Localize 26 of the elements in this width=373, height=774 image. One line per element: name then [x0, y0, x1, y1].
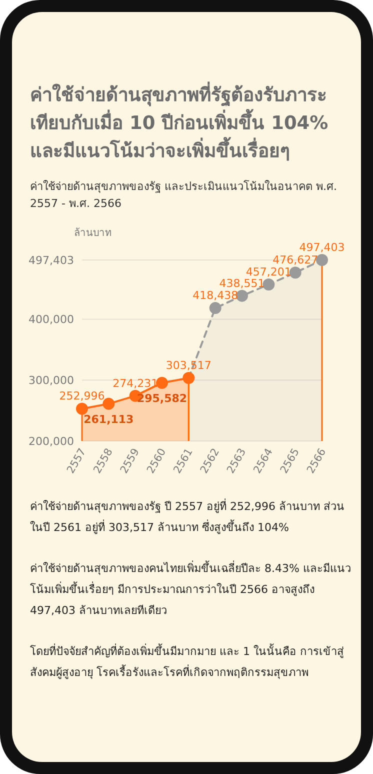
y-tick-label: 300,000 — [28, 374, 74, 387]
point — [182, 372, 195, 384]
data-label: 261,113 — [84, 412, 134, 426]
y-tick-label: 497,403 — [28, 254, 74, 267]
data-label: 303,517 — [166, 359, 212, 372]
point — [262, 278, 275, 290]
point — [156, 376, 168, 389]
point — [236, 290, 248, 302]
data-label: 252,996 — [59, 390, 105, 403]
text: ค่าใช้จ่ายด้านสุขภาพของคนไทยเพิ่มขึ้นเฉลี่ยปีละ 8.43% และมีแนวโน้มเพิ่มขึ้นเรื่อยๆ มีการประมาณการว่าในปี 2566 อาจสูงถึง 497,403 ล้านบาทเลยทีเดียว — [30, 560, 352, 619]
data-label: 497,403 — [299, 241, 345, 254]
point — [289, 266, 302, 279]
point — [102, 398, 115, 410]
data-label: 457,201 — [246, 265, 292, 278]
text: ค่าใช้จ่ายด้านสุขภาพของรัฐ ปี 2557 อยู่ที่ 252,996 ล้านบาท ส่วนในปี 2561 อยู่ที่ 303,517 ล้านบาท ซึ่งสูงขึ้นถึง 104% — [30, 498, 346, 536]
y-tick-label: 200,000 — [28, 434, 74, 448]
data-label: 418,438 — [192, 289, 238, 302]
y-tick-label: 400,000 — [28, 313, 74, 326]
text: โดยที่ปัจจัยสำคัญที่ต้องเพิ่มขึ้นมีมากมาย และ 1 ในนั้นคือ การเข้าสู่สังคมผู้สูงอายุ โรคเรื้อรังและโรคที่เกิดจากพฤติกรรมสุขภาพ — [30, 642, 345, 681]
point — [209, 302, 222, 314]
data-label: 438,551 — [219, 276, 265, 290]
data-label: 476,627 — [272, 254, 318, 267]
chart-subtitle: ค่าใช้จ่ายด้านสุขภาพของรัฐ และประเมินแนวโน้มในอนาคต พ.ศ. 2557 - พ.ศ. 2566 — [30, 179, 338, 212]
point — [76, 402, 88, 415]
chart-title: ค่าใช้จ่ายด้านสุขภาพที่รัฐต้องรับภาระเทียบกับเมื่อ 10 ปีก่อนเพิ่มขึ้น 104% และมีแนวโน้มว่าจะเพิ่มขึ้นเรื่อยๆ — [30, 82, 330, 164]
y-axis-title: ล้านบาท — [74, 227, 112, 239]
